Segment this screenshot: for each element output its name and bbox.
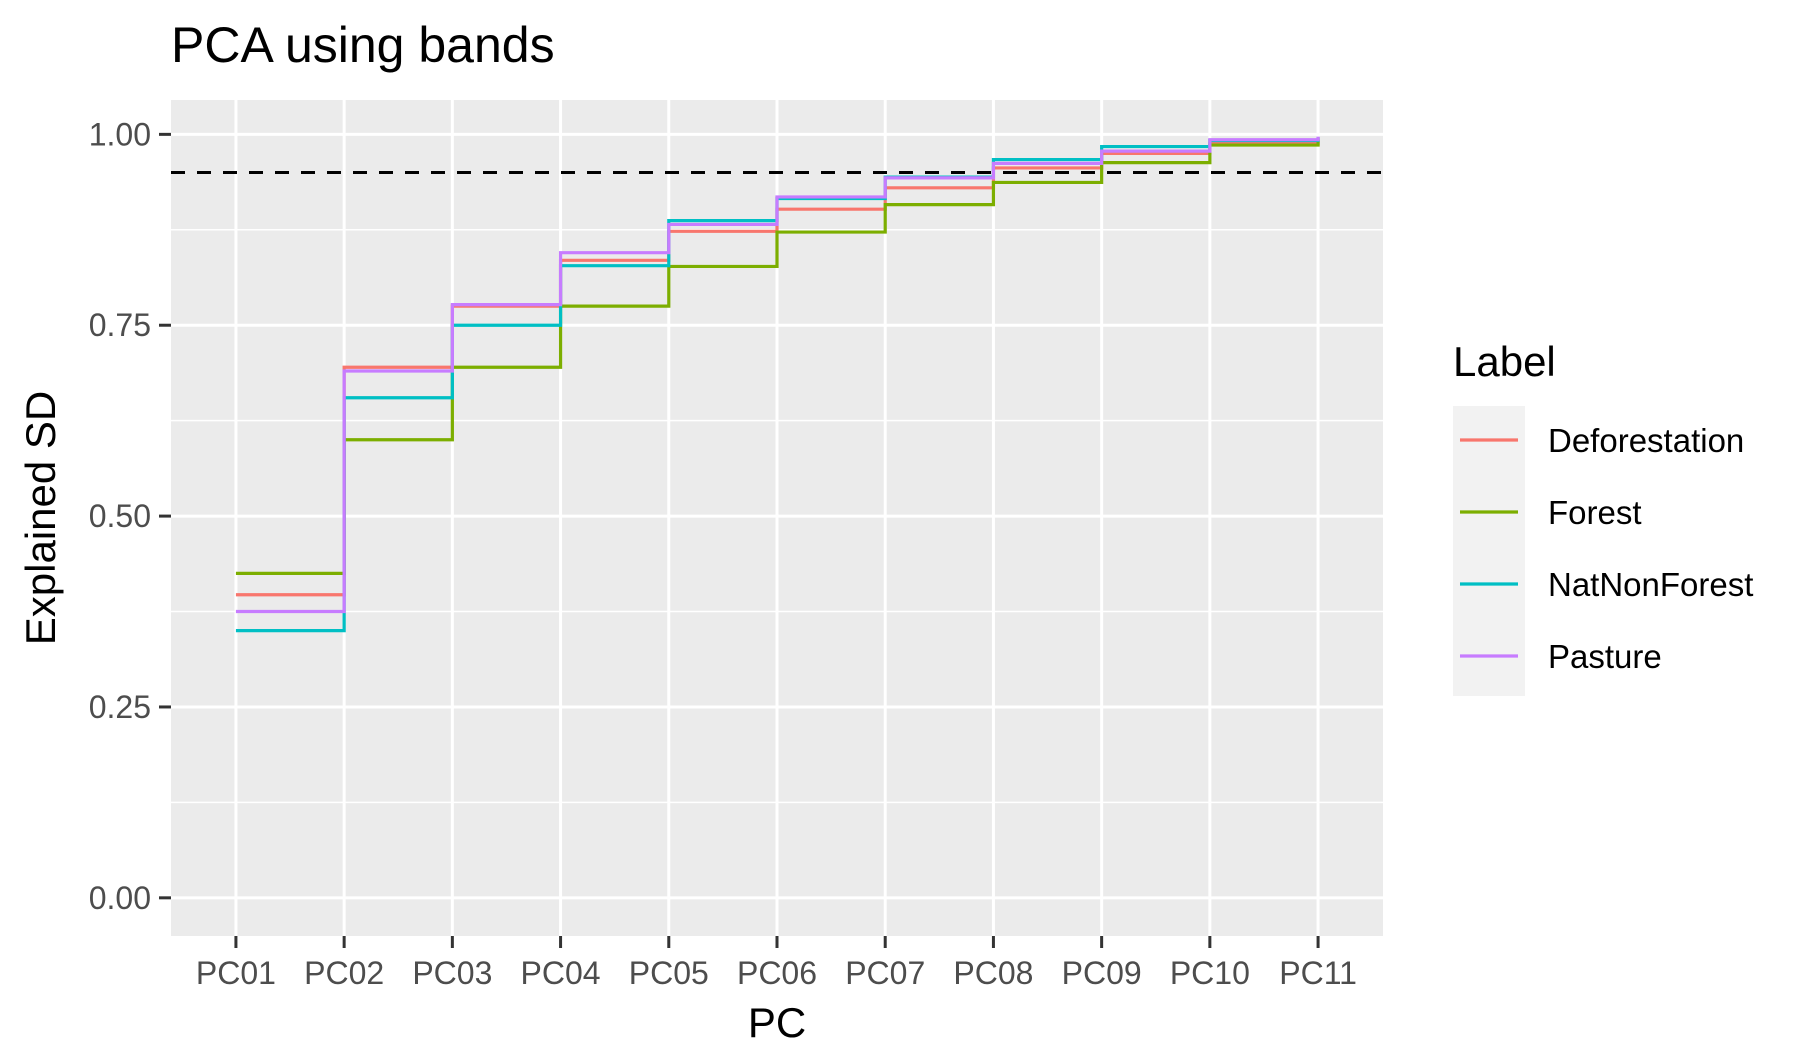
legend-label-pasture: Pasture bbox=[1548, 638, 1662, 675]
legend-items: Deforestation Forest NatNonForest Pasture bbox=[1460, 422, 1753, 675]
x-tick-label: PC08 bbox=[953, 955, 1033, 991]
legend-title: Label bbox=[1453, 338, 1556, 385]
x-tick-label: PC09 bbox=[1062, 955, 1142, 991]
series-forest-line bbox=[235, 139, 1320, 575]
x-tick-label: PC05 bbox=[629, 955, 709, 991]
legend-label-forest: Forest bbox=[1548, 494, 1642, 531]
y-tick-label: 0.75 bbox=[89, 307, 151, 343]
x-tick-label: PC01 bbox=[196, 955, 276, 991]
x-tick-label: PC04 bbox=[521, 955, 601, 991]
series-layer bbox=[235, 136, 1320, 633]
legend-label-natnonforest: NatNonForest bbox=[1548, 566, 1753, 603]
x-tick-label: PC07 bbox=[845, 955, 925, 991]
axes-layer: 0.00 0.25 0.50 0.75 1.00 PC01 PC02 PC03 PC04 PC05… bbox=[89, 116, 1357, 991]
chart-title: PCA using bands bbox=[171, 17, 555, 73]
x-tick-label: PC06 bbox=[737, 955, 817, 991]
x-tick-label: PC03 bbox=[412, 955, 492, 991]
y-tick-label: 0.00 bbox=[89, 880, 151, 916]
legend-key-background bbox=[1453, 406, 1525, 696]
y-tick-label: 0.25 bbox=[89, 689, 151, 725]
y-tick-label: 0.50 bbox=[89, 498, 151, 534]
y-axis-title: Explained SD bbox=[17, 391, 64, 645]
y-tick-label: 1.00 bbox=[89, 116, 151, 152]
series-pasture-line bbox=[235, 136, 1320, 614]
x-tick-label: PC11 bbox=[1279, 955, 1357, 991]
legend-label-deforestation: Deforestation bbox=[1548, 422, 1744, 459]
x-tick-label: PC02 bbox=[304, 955, 384, 991]
legend: Label Deforestation Forest NatNonForest Pas… bbox=[1453, 338, 1753, 696]
x-axis-title: PC bbox=[748, 999, 806, 1046]
x-tick-label: PC10 bbox=[1170, 955, 1250, 991]
